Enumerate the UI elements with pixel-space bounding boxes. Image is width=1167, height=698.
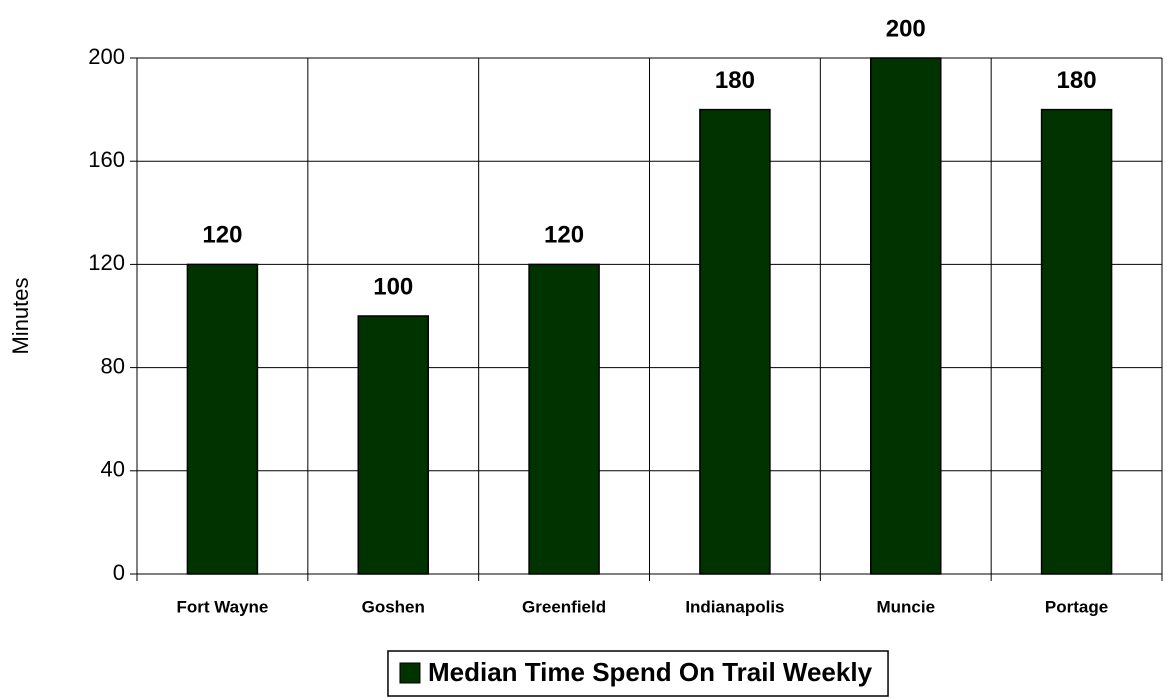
y-tick-label: 120 — [88, 250, 125, 275]
x-tick-label: Portage — [1045, 597, 1108, 616]
x-tick-label: Fort Wayne — [176, 597, 268, 616]
data-label: 100 — [373, 273, 413, 300]
y-tick-label: 40 — [101, 457, 125, 482]
legend-swatch — [399, 662, 421, 684]
x-tick-label: Goshen — [362, 597, 425, 616]
bar — [357, 315, 429, 575]
y-axis-label: Minutes — [8, 277, 33, 354]
bar — [1040, 108, 1113, 575]
x-tick-label: Greenfield — [522, 597, 606, 616]
bar — [870, 57, 942, 575]
data-label: 200 — [886, 15, 926, 42]
bar — [186, 263, 259, 575]
y-tick-label: 160 — [88, 147, 125, 172]
bar — [699, 108, 771, 575]
x-tick-label: Muncie — [876, 597, 935, 616]
legend-box — [387, 650, 889, 697]
y-tick-label: 80 — [101, 353, 125, 378]
data-label: 180 — [1057, 67, 1097, 94]
y-tick-label: 200 — [88, 44, 125, 69]
bar — [528, 263, 600, 575]
y-tick-label: 0 — [113, 560, 125, 585]
data-label: 120 — [544, 222, 584, 249]
x-tick-label: Indianapolis — [685, 597, 784, 616]
data-label: 120 — [202, 222, 242, 249]
legend-label: Median Time Spend On Trail Weekly — [428, 657, 873, 687]
data-label: 180 — [715, 67, 755, 94]
